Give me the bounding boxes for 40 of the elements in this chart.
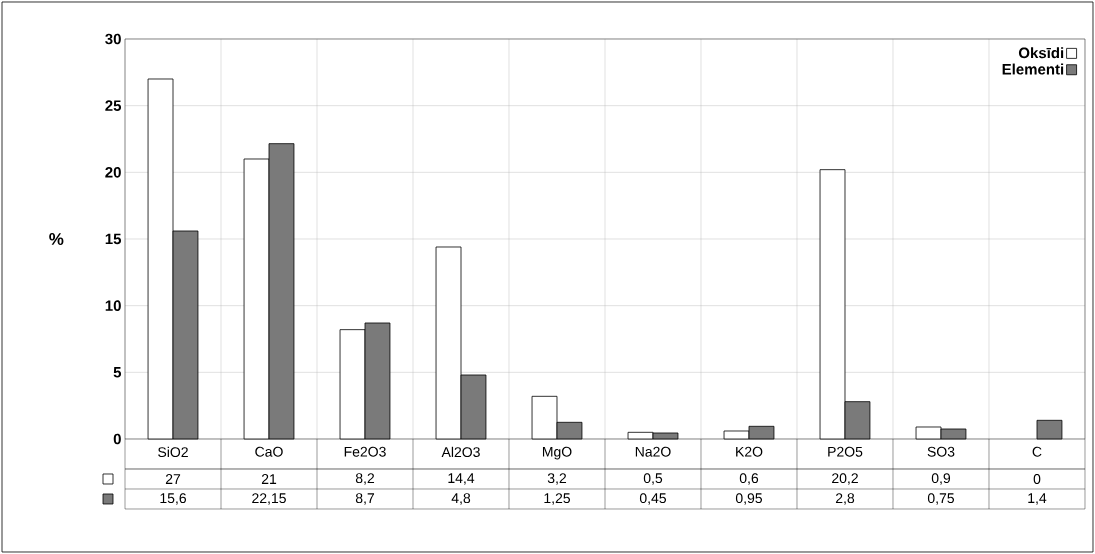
data-label: 8,7 (355, 493, 375, 505)
x-tick-label: CaO (255, 446, 283, 457)
y-tick-label: 15 (105, 233, 122, 245)
data-label: 0,95 (735, 493, 763, 505)
x-tick-label: C (1032, 446, 1042, 457)
data-label: 0,6 (739, 473, 759, 485)
x-tick-label: P2O5 (828, 446, 863, 457)
y-tick-label: 30 (105, 33, 121, 45)
data-label: 0 (1033, 474, 1041, 484)
x-tick-label: SiO2 (158, 446, 188, 458)
x-tick-label: SO3 (927, 446, 955, 457)
data-label: 20,2 (832, 473, 858, 485)
data-label: 15,6 (160, 493, 187, 505)
x-tick-label: Fe2O3 (344, 446, 386, 457)
data-label: 22,15 (252, 493, 286, 505)
y-tick-label: 20 (105, 167, 121, 178)
data-label: 1,4 (1028, 493, 1047, 505)
data-label: 14,4 (448, 473, 475, 485)
legend-label: Elementi (1002, 63, 1064, 75)
y-tick-label: 0 (113, 433, 121, 445)
y-tick-label: 25 (105, 100, 122, 111)
data-label: 0,9 (931, 473, 951, 485)
data-label: 4,8 (451, 493, 471, 505)
x-tick-label: Al2O3 (441, 446, 480, 458)
y-tick-label: 10 (105, 300, 121, 311)
data-label: 21 (261, 474, 277, 484)
data-label: 3,2 (547, 473, 567, 485)
data-label: 1,25 (544, 493, 571, 505)
data-label: 8,2 (355, 473, 375, 485)
legend-label: Oksīdi (1018, 47, 1064, 59)
data-label: 0,75 (927, 493, 955, 505)
data-label: 27 (165, 474, 181, 484)
x-tick-label: Na2O (635, 446, 671, 457)
x-tick-label: K2O (736, 446, 763, 457)
y-tick-label: 5 (113, 367, 122, 378)
data-label: 2,8 (835, 493, 855, 505)
x-tick-label: MgO (542, 446, 572, 460)
data-label: 0,45 (639, 493, 667, 505)
y-axis-title: % (49, 233, 64, 245)
data-label: 0,5 (643, 473, 663, 485)
